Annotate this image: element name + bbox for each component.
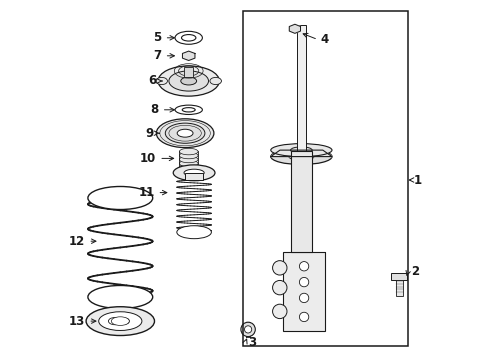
Polygon shape <box>270 150 331 157</box>
Text: 12: 12 <box>69 235 85 248</box>
Ellipse shape <box>182 108 195 112</box>
Ellipse shape <box>175 105 202 114</box>
Ellipse shape <box>111 317 129 325</box>
Bar <box>242 11 407 346</box>
Text: 1: 1 <box>413 174 421 186</box>
Ellipse shape <box>181 35 196 41</box>
Circle shape <box>272 280 286 295</box>
Circle shape <box>299 293 308 303</box>
Ellipse shape <box>99 312 142 330</box>
Bar <box>283 252 324 331</box>
Ellipse shape <box>185 53 192 58</box>
Ellipse shape <box>290 147 311 153</box>
Ellipse shape <box>209 77 221 85</box>
Bar <box>395 280 402 296</box>
Ellipse shape <box>288 153 313 160</box>
Polygon shape <box>182 51 195 60</box>
Circle shape <box>299 278 308 287</box>
Ellipse shape <box>179 164 198 171</box>
Ellipse shape <box>177 226 211 239</box>
Ellipse shape <box>177 129 193 137</box>
Ellipse shape <box>244 326 251 333</box>
Polygon shape <box>289 24 300 33</box>
Text: 13: 13 <box>69 315 85 328</box>
Ellipse shape <box>179 148 198 155</box>
Ellipse shape <box>86 307 154 336</box>
Circle shape <box>272 304 286 319</box>
Ellipse shape <box>173 165 215 181</box>
Ellipse shape <box>291 26 298 31</box>
Ellipse shape <box>241 322 255 337</box>
Text: 9: 9 <box>145 127 153 140</box>
Text: 5: 5 <box>153 31 162 44</box>
Text: 7: 7 <box>153 49 162 62</box>
Text: 10: 10 <box>140 152 156 165</box>
Text: 4: 4 <box>320 33 328 46</box>
Text: 3: 3 <box>247 336 256 349</box>
Ellipse shape <box>168 71 208 91</box>
Bar <box>184 173 203 180</box>
Ellipse shape <box>122 318 129 324</box>
Ellipse shape <box>179 160 198 167</box>
Ellipse shape <box>158 66 219 96</box>
Ellipse shape <box>270 144 331 157</box>
Circle shape <box>299 262 308 271</box>
Circle shape <box>299 312 308 321</box>
Ellipse shape <box>270 149 331 165</box>
Ellipse shape <box>179 152 198 159</box>
Ellipse shape <box>108 318 121 325</box>
Bar <box>296 25 305 151</box>
Circle shape <box>272 261 286 275</box>
Ellipse shape <box>156 119 213 148</box>
Text: 11: 11 <box>138 186 154 199</box>
Ellipse shape <box>88 285 152 309</box>
Ellipse shape <box>156 77 167 85</box>
Bar <box>290 151 311 252</box>
Text: 6: 6 <box>148 75 156 87</box>
Bar <box>184 67 193 77</box>
Ellipse shape <box>181 77 196 85</box>
Ellipse shape <box>179 156 198 163</box>
Text: 2: 2 <box>410 265 418 278</box>
Bar <box>390 273 407 280</box>
Ellipse shape <box>165 123 204 143</box>
Ellipse shape <box>183 169 204 176</box>
Ellipse shape <box>175 31 202 44</box>
Ellipse shape <box>88 186 152 210</box>
Text: 8: 8 <box>150 103 159 116</box>
